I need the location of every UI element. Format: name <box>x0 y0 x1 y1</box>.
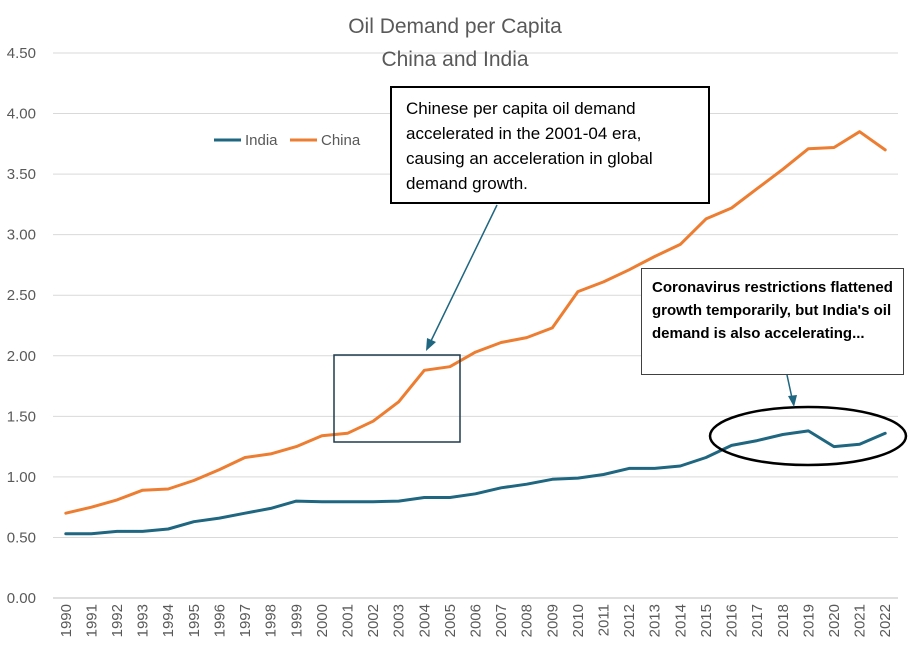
x-tick-label: 2021 <box>852 604 869 637</box>
annotation-arrowhead-india <box>788 395 797 407</box>
x-tick-label: 2006 <box>468 604 485 637</box>
x-tick-label: 1990 <box>58 604 75 637</box>
x-tick-label: 2016 <box>724 604 741 637</box>
x-tick-label: 2018 <box>775 604 792 637</box>
x-tick-label: 2012 <box>621 604 638 637</box>
y-axis-tick-labels: 0.00 0.50 1.00 1.50 2.00 2.50 3.00 3.50 4.00 4.50 <box>7 45 36 607</box>
y-tick-label: 2.00 <box>7 348 36 365</box>
chart-title: Oil Demand per Capita <box>348 15 562 38</box>
annotation-arrow-india <box>786 374 793 399</box>
x-tick-label: 2017 <box>749 604 766 637</box>
x-tick-label: 2007 <box>493 604 510 637</box>
y-tick-label: 0.00 <box>7 590 36 607</box>
legend: India China <box>214 132 361 149</box>
x-tick-label: 2004 <box>416 604 433 637</box>
y-tick-label: 1.00 <box>7 469 36 486</box>
x-tick-label: 2000 <box>314 604 331 637</box>
annotation-box-china: Chinese per capita oil demand accelerate… <box>390 86 710 204</box>
x-tick-label: 1995 <box>186 604 203 637</box>
x-tick-label: 2010 <box>570 604 587 637</box>
highlight-box-2001-2004 <box>333 354 461 443</box>
annotation-arrowhead-china <box>426 338 436 351</box>
x-tick-label: 2019 <box>800 604 817 637</box>
y-tick-label: 3.00 <box>7 227 36 244</box>
y-tick-label: 1.50 <box>7 408 36 425</box>
x-tick-label: 1991 <box>83 604 100 637</box>
x-tick-label: 1998 <box>263 604 280 637</box>
chart-subtitle: China and India <box>381 48 528 71</box>
y-tick-label: 0.50 <box>7 529 36 546</box>
highlight-ellipse-2016-2022 <box>708 405 908 467</box>
x-tick-label: 2009 <box>544 604 561 637</box>
y-tick-label: 4.00 <box>7 106 36 123</box>
x-tick-label: 2013 <box>647 604 664 637</box>
x-tick-label: 2020 <box>826 604 843 637</box>
x-tick-label: 1999 <box>288 604 305 637</box>
x-tick-label: 2011 <box>596 604 613 636</box>
series-lines <box>64 130 887 536</box>
annotation-arrow-china <box>429 204 498 344</box>
x-tick-label: 2014 <box>672 604 689 637</box>
x-tick-label: 1997 <box>237 604 254 637</box>
series-line-india <box>64 429 887 536</box>
x-tick-label: 2003 <box>391 604 408 637</box>
y-tick-label: 3.50 <box>7 166 36 183</box>
x-tick-label: 1994 <box>160 604 177 637</box>
series-line-china <box>64 130 887 515</box>
x-tick-label: 2005 <box>442 604 459 637</box>
legend-label-china: China <box>321 132 361 149</box>
x-tick-label: 2002 <box>365 604 382 637</box>
x-axis-tick-labels: 1990 1991 1992 1993 1994 1995 1996 1997 1998 1999… <box>58 604 894 637</box>
x-tick-label: 2022 <box>877 604 894 637</box>
legend-label-india: India <box>245 132 278 149</box>
x-tick-label: 1993 <box>135 604 152 637</box>
annotation-box-india: Coronavirus restrictions flattened growt… <box>641 268 904 375</box>
x-tick-label: 2001 <box>339 604 356 637</box>
x-tick-label: 2008 <box>519 604 536 637</box>
x-tick-label: 1992 <box>109 604 126 637</box>
y-tick-label: 4.50 <box>7 45 36 62</box>
y-tick-label: 2.50 <box>7 287 36 304</box>
x-tick-label: 2015 <box>698 604 715 637</box>
x-tick-label: 1996 <box>211 604 228 637</box>
